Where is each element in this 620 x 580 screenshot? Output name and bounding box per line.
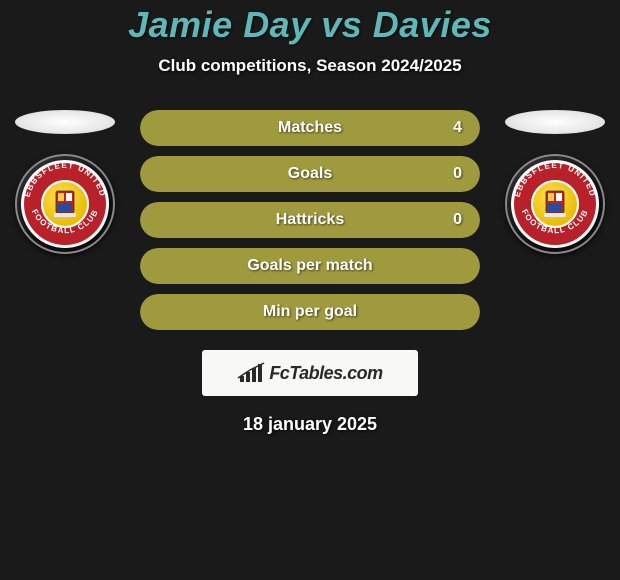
badge-crest-icon xyxy=(52,189,78,219)
page-title: Jamie Day vs Davies xyxy=(128,4,492,46)
club-badge-left: EBBSFLEET UNITED FOOTBALL CLUB xyxy=(15,154,115,254)
stat-row: Goals 0 xyxy=(140,156,480,192)
stat-value-right: 0 xyxy=(453,165,462,183)
stat-row: Min per goal xyxy=(140,294,480,330)
comparison-infographic: Jamie Day vs Davies Club competitions, S… xyxy=(0,0,620,580)
page-subtitle: Club competitions, Season 2024/2025 xyxy=(158,56,461,76)
branding-box: FcTables.com xyxy=(202,350,418,396)
stat-label: Matches xyxy=(278,119,342,137)
player-photo-placeholder-left xyxy=(15,110,115,134)
right-player-column: EBBSFLEET UNITED FOOTBALL CLUB xyxy=(500,110,610,330)
badge-inner-circle xyxy=(531,180,579,228)
badge-inner-circle xyxy=(41,180,89,228)
left-player-column: EBBSFLEET UNITED FOOTBALL CLUB xyxy=(10,110,120,330)
content-row: EBBSFLEET UNITED FOOTBALL CLUB Matches 4 G… xyxy=(0,110,620,330)
stats-column: Matches 4 Goals 0 Hattricks 0 Goals per match M… xyxy=(140,110,480,330)
club-badge-right: EBBSFLEET UNITED FOOTBALL CLUB xyxy=(505,154,605,254)
stat-label: Goals per match xyxy=(247,257,372,275)
badge-crest-icon xyxy=(542,189,568,219)
stat-value-right: 0 xyxy=(453,211,462,229)
stat-row: Goals per match xyxy=(140,248,480,284)
stat-label: Goals xyxy=(288,165,332,183)
date-text: 18 january 2025 xyxy=(243,414,377,435)
player-photo-placeholder-right xyxy=(505,110,605,134)
stat-label: Min per goal xyxy=(263,303,357,321)
branding-chart-icon xyxy=(237,362,267,384)
stat-row: Hattricks 0 xyxy=(140,202,480,238)
stat-row: Matches 4 xyxy=(140,110,480,146)
branding-text: FcTables.com xyxy=(269,363,382,384)
stat-label: Hattricks xyxy=(276,211,344,229)
stat-value-right: 4 xyxy=(453,119,462,137)
